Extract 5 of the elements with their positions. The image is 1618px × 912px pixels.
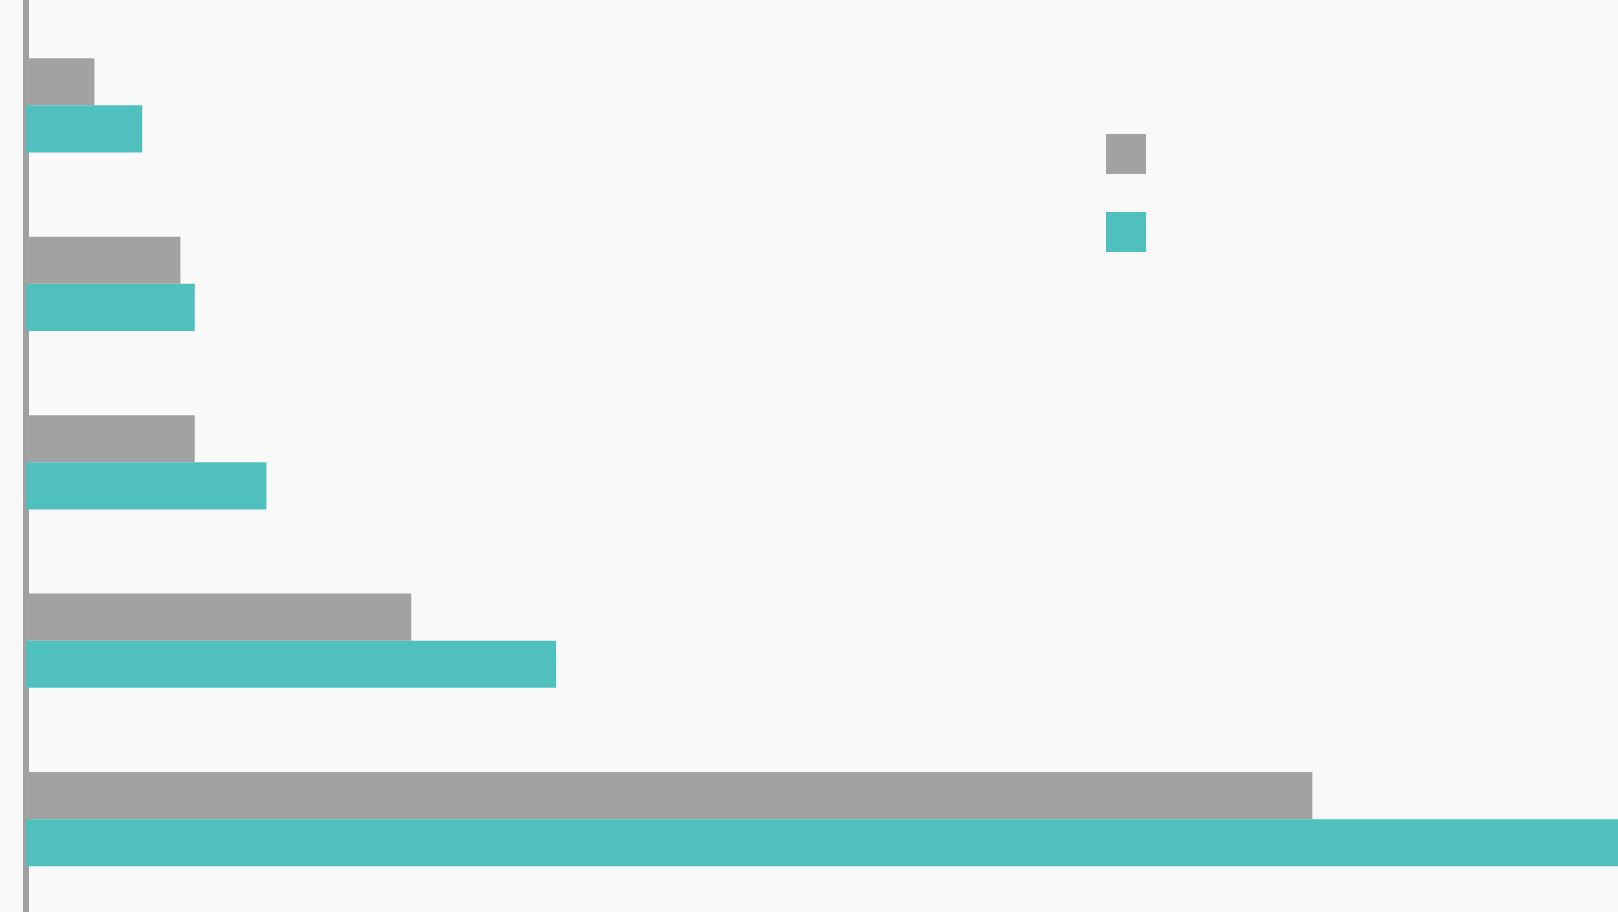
bar — [26, 819, 1618, 867]
bar — [26, 283, 195, 331]
bar — [26, 462, 267, 510]
bar — [26, 640, 557, 688]
bar — [26, 105, 143, 153]
